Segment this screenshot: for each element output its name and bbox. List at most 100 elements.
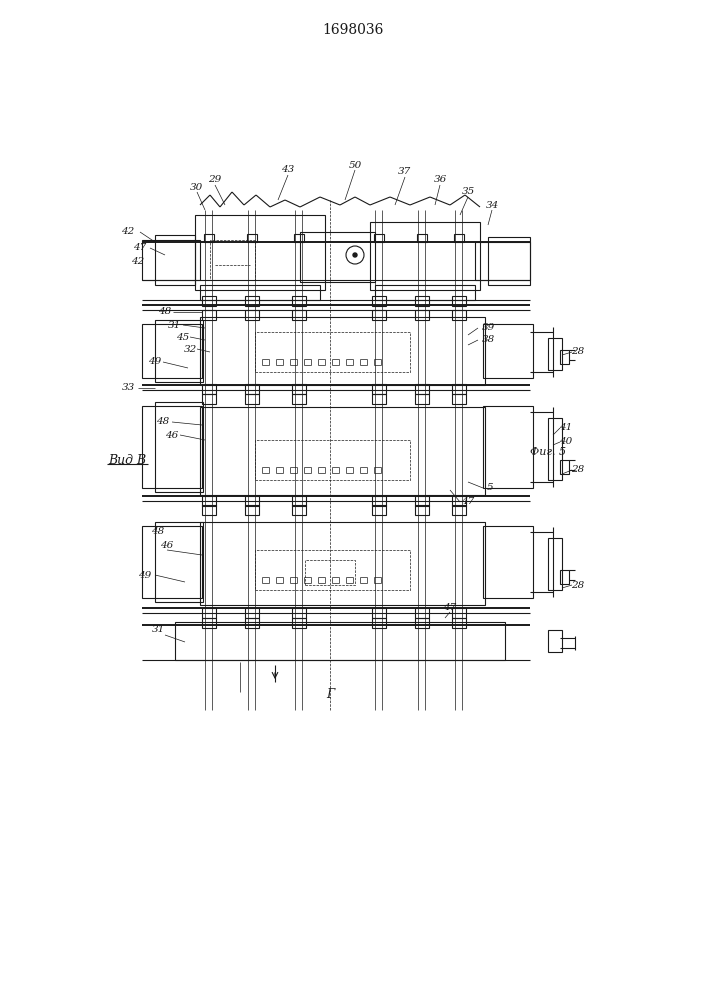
Bar [414, 505, 428, 515]
Bar [375, 285, 475, 300]
Bar [452, 618, 465, 628]
Bar [201, 505, 216, 515]
Text: 38: 38 [481, 336, 495, 344]
Bar [245, 505, 259, 515]
Bar [414, 296, 428, 306]
Bar [548, 338, 562, 370]
Bar [371, 394, 385, 404]
Bar [142, 526, 202, 598]
Bar [201, 608, 216, 618]
Bar [452, 384, 465, 394]
Text: 46: 46 [165, 430, 179, 440]
Bar [488, 237, 530, 285]
Text: 47: 47 [443, 603, 457, 612]
Bar [452, 296, 465, 306]
Bar [483, 324, 533, 378]
Text: 41: 41 [559, 424, 573, 432]
Text: 48: 48 [151, 528, 165, 536]
Bar [245, 496, 259, 506]
Bar [483, 406, 533, 488]
Text: 40: 40 [559, 438, 573, 446]
Bar [142, 406, 202, 488]
Text: 42: 42 [122, 228, 134, 236]
Text: 39: 39 [481, 324, 495, 332]
Bar [210, 240, 255, 280]
Text: 32: 32 [183, 344, 197, 354]
Bar [142, 240, 200, 280]
Text: 36: 36 [433, 176, 447, 184]
Bar [548, 538, 562, 590]
Text: 49: 49 [148, 358, 162, 366]
Bar [201, 384, 216, 394]
Bar [195, 215, 325, 290]
Bar [245, 394, 259, 404]
Bar [155, 402, 203, 492]
Text: Вид В: Вид В [108, 454, 146, 466]
Bar [142, 324, 202, 378]
Text: 50: 50 [349, 160, 361, 169]
Bar [371, 296, 385, 306]
Bar [291, 310, 305, 320]
Bar [453, 234, 464, 242]
Text: 33: 33 [122, 383, 134, 392]
Bar [305, 560, 355, 585]
Bar [255, 440, 410, 480]
Text: 29: 29 [209, 176, 221, 184]
Bar [204, 234, 214, 242]
Bar [371, 505, 385, 515]
Text: 34: 34 [486, 200, 498, 210]
Bar [200, 407, 485, 495]
Bar [414, 496, 428, 506]
Text: 47: 47 [462, 497, 474, 506]
Bar [291, 496, 305, 506]
Bar [414, 618, 428, 628]
Bar [291, 608, 305, 618]
Bar [247, 234, 257, 242]
Text: 49: 49 [139, 570, 151, 580]
Text: 31: 31 [151, 626, 165, 635]
Bar [371, 310, 385, 320]
Bar [200, 522, 485, 605]
Bar [416, 234, 426, 242]
Bar [371, 496, 385, 506]
Bar [175, 622, 505, 660]
Bar [414, 608, 428, 618]
Bar [201, 296, 216, 306]
Text: 48: 48 [156, 418, 170, 426]
Bar [291, 394, 305, 404]
Bar [201, 310, 216, 320]
Bar [371, 384, 385, 394]
Text: 46: 46 [160, 540, 174, 550]
Bar [548, 418, 562, 480]
Text: 5: 5 [486, 484, 493, 492]
Bar [371, 608, 385, 618]
Bar [475, 242, 530, 280]
Bar [560, 350, 569, 364]
Bar [245, 618, 259, 628]
Bar [483, 526, 533, 598]
Bar [200, 317, 485, 385]
Bar [371, 618, 385, 628]
Circle shape [353, 253, 357, 257]
Bar [155, 522, 203, 602]
Bar [300, 232, 375, 282]
Bar [201, 618, 216, 628]
Text: 37: 37 [398, 167, 411, 176]
Text: 43: 43 [281, 165, 295, 174]
Bar [452, 310, 465, 320]
Text: 35: 35 [462, 188, 474, 196]
Bar [200, 285, 320, 300]
Bar [201, 394, 216, 404]
Text: 28: 28 [571, 580, 585, 589]
Bar [548, 630, 562, 652]
Bar [293, 234, 303, 242]
Text: 31: 31 [168, 320, 182, 330]
Bar [291, 296, 305, 306]
Bar [255, 332, 410, 372]
Bar [291, 505, 305, 515]
Text: 30: 30 [190, 184, 204, 192]
Text: 48: 48 [158, 308, 172, 316]
Bar [245, 384, 259, 394]
Bar [255, 550, 410, 590]
Text: 42: 42 [132, 257, 145, 266]
